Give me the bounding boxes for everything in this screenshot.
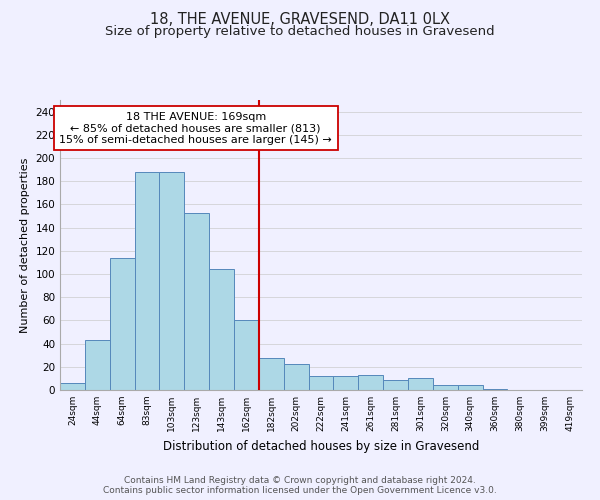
- Bar: [383, 380, 408, 390]
- Bar: [184, 212, 209, 390]
- Bar: [259, 358, 284, 390]
- Bar: [458, 386, 482, 390]
- Text: 18, THE AVENUE, GRAVESEND, DA11 0LX: 18, THE AVENUE, GRAVESEND, DA11 0LX: [150, 12, 450, 28]
- Bar: [60, 383, 85, 390]
- Bar: [334, 376, 358, 390]
- Bar: [85, 340, 110, 390]
- Text: Contains public sector information licensed under the Open Government Licence v3: Contains public sector information licen…: [103, 486, 497, 495]
- Y-axis label: Number of detached properties: Number of detached properties: [20, 158, 30, 332]
- Bar: [209, 270, 234, 390]
- Bar: [110, 258, 134, 390]
- Bar: [284, 364, 308, 390]
- Bar: [234, 320, 259, 390]
- Bar: [482, 389, 508, 390]
- Text: Contains HM Land Registry data © Crown copyright and database right 2024.: Contains HM Land Registry data © Crown c…: [124, 476, 476, 485]
- Bar: [134, 172, 160, 390]
- Bar: [160, 172, 184, 390]
- X-axis label: Distribution of detached houses by size in Gravesend: Distribution of detached houses by size …: [163, 440, 479, 452]
- Text: Size of property relative to detached houses in Gravesend: Size of property relative to detached ho…: [105, 25, 495, 38]
- Bar: [308, 376, 334, 390]
- Bar: [433, 386, 458, 390]
- Bar: [358, 375, 383, 390]
- Text: 18 THE AVENUE: 169sqm
← 85% of detached houses are smaller (813)
15% of semi-det: 18 THE AVENUE: 169sqm ← 85% of detached …: [59, 112, 332, 145]
- Bar: [408, 378, 433, 390]
